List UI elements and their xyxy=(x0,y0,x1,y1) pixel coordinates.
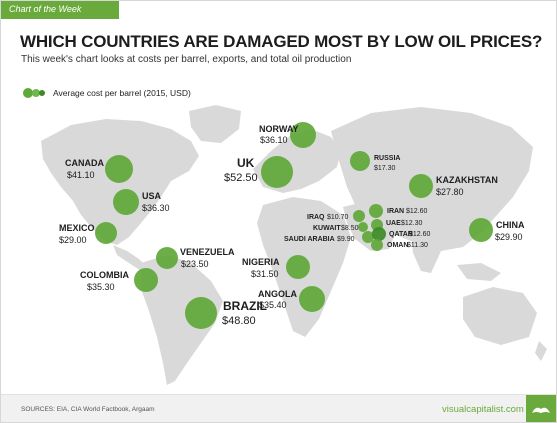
sources-text: SOURCES: EIA, CIA World Factbook, Argaam xyxy=(21,406,155,413)
label-qatar-value: $12.60 xyxy=(409,231,431,238)
chart-subtitle: This week's chart looks at costs per bar… xyxy=(21,54,352,65)
australia-land xyxy=(463,287,537,345)
label-usa-value: $36.30 xyxy=(142,203,170,213)
bubble-colombia xyxy=(134,268,158,292)
label-iraq-name: IRAQ xyxy=(307,214,325,221)
bubble-iran xyxy=(369,204,383,218)
label-qatar-name: QATAR xyxy=(389,231,413,238)
greenland-land xyxy=(189,105,241,143)
label-canada-name: CANADA xyxy=(65,158,104,168)
bubble-angola xyxy=(299,286,325,312)
chart-title: WHICH COUNTRIES ARE DAMAGED MOST BY LOW … xyxy=(20,32,543,51)
new-zealand-land xyxy=(535,341,547,361)
bubbles xyxy=(95,122,493,329)
label-angola-value: $35.40 xyxy=(259,300,287,310)
label-brazil-value: $48.80 xyxy=(222,315,256,327)
bubble-nigeria xyxy=(286,255,310,279)
label-oman-name: OMAN xyxy=(387,242,408,249)
label-colombia-name: COLOMBIA xyxy=(80,270,129,280)
bubble-saudi-arabia xyxy=(362,231,374,243)
bubble-kazakhstan xyxy=(409,174,433,198)
bubble-iraq xyxy=(353,210,365,222)
bubble-china xyxy=(469,218,493,242)
bubble-oman xyxy=(371,239,383,251)
bubble-mexico xyxy=(95,222,117,244)
label-uae-name: UAE xyxy=(386,220,401,227)
india-land xyxy=(411,233,441,273)
bubble-canada xyxy=(105,155,133,183)
logo-icon xyxy=(526,395,556,422)
label-nigeria-value: $31.50 xyxy=(251,269,279,279)
label-uk-name: UK xyxy=(237,156,255,170)
label-iran-value: $12.60 xyxy=(406,208,428,215)
legend-label: Average cost per barrel (2015, USD) xyxy=(53,88,191,98)
label-kazakhstan-name: KAZAKHSTAN xyxy=(436,175,498,185)
label-saudi-arabia-value: $9.90 xyxy=(337,236,355,243)
label-usa-name: USA xyxy=(142,191,162,201)
label-uk-value: $52.50 xyxy=(224,172,258,184)
bubble-russia xyxy=(350,151,370,171)
label-norway-name: NORWAY xyxy=(259,124,299,134)
bubble-qatar xyxy=(372,227,386,241)
label-china-name: CHINA xyxy=(496,220,525,230)
label-uae-value: $12.30 xyxy=(401,220,423,227)
label-iran-name: IRAN xyxy=(387,208,404,215)
label-brazil-name: BRAZIL xyxy=(223,299,267,313)
bubble-usa xyxy=(113,189,139,215)
bubble-kuwait xyxy=(358,222,368,232)
banner-text: Chart of the Week xyxy=(9,4,82,14)
bubble-brazil xyxy=(185,297,217,329)
labels: NORWAY $36.10 CANADA $41.10 UK $52.50 RU… xyxy=(59,124,525,327)
central-america-land xyxy=(113,245,147,271)
label-kuwait-name: KUWAIT xyxy=(313,225,341,232)
label-norway-value: $36.10 xyxy=(260,135,288,145)
southeast-asia-land xyxy=(457,263,501,281)
label-iraq-value: $10.70 xyxy=(327,214,349,221)
label-china-value: $29.90 xyxy=(495,232,523,242)
label-nigeria-name: NIGERIA xyxy=(242,257,280,267)
label-kuwait-value: $8.50 xyxy=(341,225,359,232)
south-america-land xyxy=(141,255,223,385)
legend-bubbles-icon xyxy=(23,88,45,98)
label-venezuela-name: VENEZUELA xyxy=(180,247,235,257)
chart-of-the-week-banner: Chart of the Week xyxy=(1,1,119,19)
label-russia-name: RUSSIA xyxy=(374,155,400,162)
label-angola-name: ANGOLA xyxy=(258,289,297,299)
label-saudi-arabia-name: SAUDI ARABIA xyxy=(284,236,335,243)
label-russia-value: $17.30 xyxy=(374,165,396,172)
bubble-uk xyxy=(261,156,293,188)
footer: SOURCES: EIA, CIA World Factbook, Argaam… xyxy=(1,394,556,422)
label-colombia-value: $35.30 xyxy=(87,282,115,292)
label-mexico-value: $29.00 xyxy=(59,235,87,245)
land-masses xyxy=(41,105,547,385)
label-venezuela-value: $23.50 xyxy=(181,259,209,269)
label-canada-value: $41.10 xyxy=(67,170,95,180)
bubble-venezuela xyxy=(156,247,178,269)
bubble-norway xyxy=(290,122,316,148)
label-mexico-name: MEXICO xyxy=(59,223,95,233)
brand-link[interactable]: visualcapitalist.com xyxy=(442,404,524,415)
world-map: NORWAY $36.10 CANADA $41.10 UK $52.50 RU… xyxy=(41,105,547,385)
label-kazakhstan-value: $27.80 xyxy=(436,187,464,197)
label-oman-value: $11.30 xyxy=(407,242,428,249)
